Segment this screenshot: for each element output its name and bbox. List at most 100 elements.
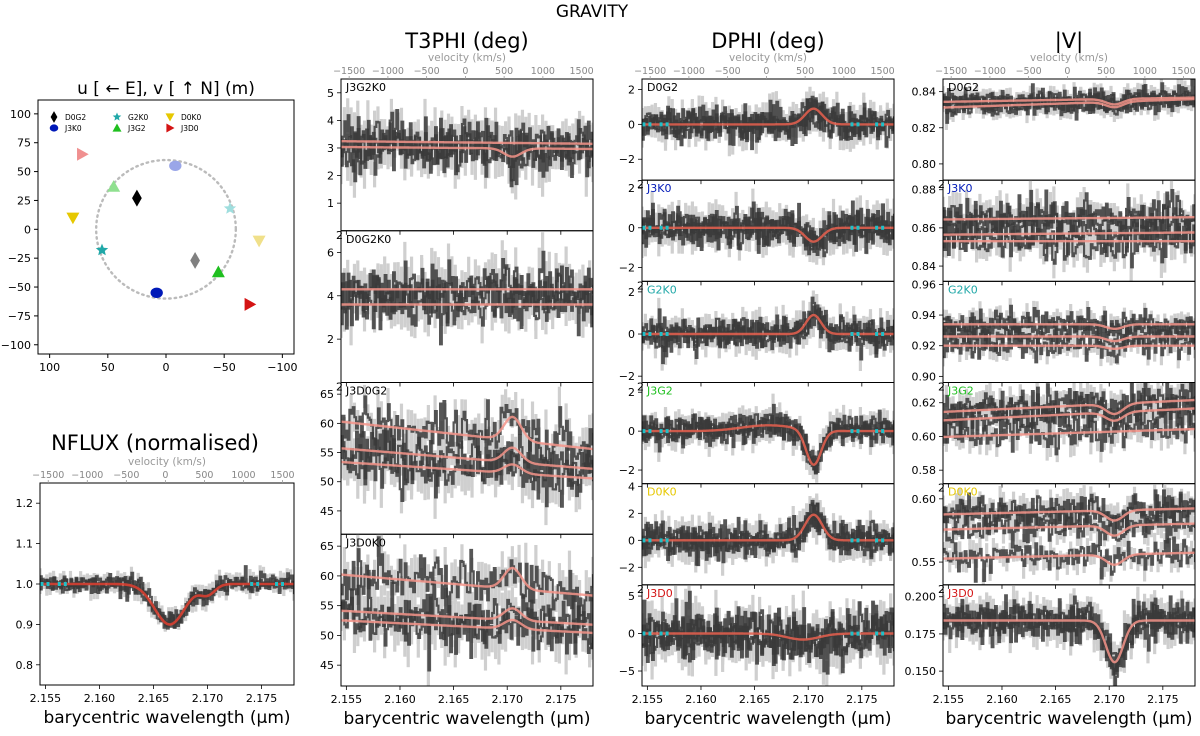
velocity-tick-label: 500 <box>495 66 513 77</box>
ytick-label: 2 <box>327 170 334 183</box>
model-line-1 <box>341 415 593 451</box>
ytick-label: 0.92 <box>912 340 937 353</box>
observed-series-4 <box>943 307 1195 344</box>
ytick-label: 45 <box>320 659 334 672</box>
velocity-tick-label: −1500 <box>935 66 967 77</box>
observed-series-2 <box>341 423 593 498</box>
velocity-tick-label: −1500 <box>634 66 666 77</box>
panel-data <box>642 290 894 372</box>
xtick-label: 2.160 <box>384 693 416 706</box>
ytick-label: 0.96 <box>912 278 937 291</box>
ytick-label: 0.86 <box>912 222 937 235</box>
model-line-2 <box>943 96 1195 106</box>
ytick-label: 2 <box>628 286 635 299</box>
offset-label: 2 <box>336 381 343 394</box>
panel-data <box>642 188 894 266</box>
model-line-1 <box>943 216 1195 221</box>
panel-label: G2K0 <box>647 283 677 296</box>
xtick-label: 2.160 <box>685 693 717 706</box>
observed-series-4 <box>642 409 894 473</box>
ytick-label: 0.62 <box>912 397 937 410</box>
velocity-tick-label: 500 <box>1097 66 1115 77</box>
panel-label: D0K0 <box>948 486 978 499</box>
panel-data <box>943 180 1195 282</box>
ytick-label: 65 <box>320 388 334 401</box>
ytick-label: 0 <box>628 222 635 235</box>
panel-data <box>642 584 894 686</box>
model-line-2 <box>943 231 1195 236</box>
panel-label: J3D0 <box>646 587 673 600</box>
model-line-1 <box>943 398 1195 416</box>
observed-series-3 <box>341 427 593 508</box>
panel-label: J3G2K0 <box>345 81 386 94</box>
ytick-label: 2 <box>327 333 334 346</box>
ytick-label: −2 <box>619 261 635 274</box>
panel-label: D0G2K0 <box>346 233 391 246</box>
observed-series-4 <box>642 502 894 561</box>
ytick-label: 0.60 <box>912 493 937 506</box>
offset-label: 2 <box>637 583 644 596</box>
ytick-label: 4 <box>327 290 334 303</box>
ytick-label: 65 <box>320 540 334 553</box>
ytick-label: 0.84 <box>912 260 937 273</box>
velocity-tick-label: 1000 <box>531 66 555 77</box>
velocity-tick-label: 500 <box>796 66 814 77</box>
ytick-label: 0.88 <box>912 184 937 197</box>
panel-data <box>341 384 593 526</box>
ytick-label: 0 <box>628 628 635 641</box>
ytick-label: 55 <box>320 447 334 460</box>
panel-label: J3K0 <box>947 182 972 195</box>
panel-data <box>341 534 593 686</box>
ytick-label: 0.58 <box>912 464 937 477</box>
column-title-1: T3PHI (deg) <box>404 29 528 53</box>
offset-label: 2 <box>637 381 644 394</box>
xtick-label: 2.155 <box>331 693 363 706</box>
observed-series-1 <box>341 536 593 629</box>
model-line-2 <box>943 335 1195 343</box>
offset-label: 2 <box>637 178 644 191</box>
column-title-3: |V| <box>1055 29 1084 54</box>
offset-label: 2 <box>938 178 945 191</box>
model-line-3 <box>943 427 1195 439</box>
model-line-3 <box>341 460 593 480</box>
ytick-label: 0 <box>628 425 635 438</box>
ytick-label: 3 <box>327 142 334 155</box>
xaxis-label: barycentric wavelength (μm) <box>343 709 590 729</box>
model-line-2 <box>341 446 593 471</box>
offset-label: 2 <box>938 381 945 394</box>
panel-3-1: 0.80 0.82 0.84 −1500 −1000 −500 0 500 1000 1500 ve… <box>912 52 1196 185</box>
panel-data <box>943 79 1195 131</box>
panel-data <box>642 393 894 483</box>
observed-series-4 <box>642 598 894 675</box>
ytick-label: 5 <box>327 87 334 100</box>
ytick-label: 2 <box>628 182 635 195</box>
xtick-label: 2.170 <box>792 693 824 706</box>
xtick-label: 2.165 <box>739 693 771 706</box>
xaxis-label: barycentric wavelength (μm) <box>644 709 891 729</box>
offset-label: 2 <box>336 229 343 242</box>
panel-data <box>341 232 593 346</box>
ytick-label: 2 <box>628 386 635 399</box>
offset-label: 2 <box>637 279 644 292</box>
panel-label: J3K0 <box>646 182 671 195</box>
model-line-3 <box>341 618 593 635</box>
ytick-label: 60 <box>320 417 334 430</box>
panel-data <box>642 493 894 576</box>
observed-series-3 <box>943 402 1195 456</box>
panel-1-1: 1 2 3 4 5 −1500 −1000 −500 0 500 1000 1500 velocity … <box>327 52 594 235</box>
ytick-label: −2 <box>619 464 635 477</box>
ytick-label: 4 <box>628 480 635 493</box>
ytick-label: 0.90 <box>912 370 937 383</box>
ytick-label: 1 <box>327 197 334 210</box>
xtick-label: 2.170 <box>491 693 523 706</box>
observed-series-4 <box>943 189 1195 242</box>
model-line-1 <box>943 97 1195 109</box>
panel-data <box>943 382 1195 463</box>
velocity-tick-label: −1500 <box>333 66 365 77</box>
velocity-tick-label: −1000 <box>974 66 1006 77</box>
